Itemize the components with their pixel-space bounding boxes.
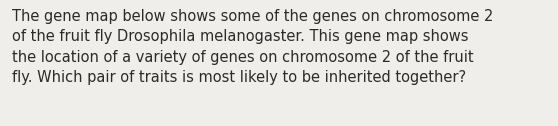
Text: The gene map below shows some of the genes on chromosome 2
of the fruit fly Dros: The gene map below shows some of the gen…	[12, 9, 494, 85]
